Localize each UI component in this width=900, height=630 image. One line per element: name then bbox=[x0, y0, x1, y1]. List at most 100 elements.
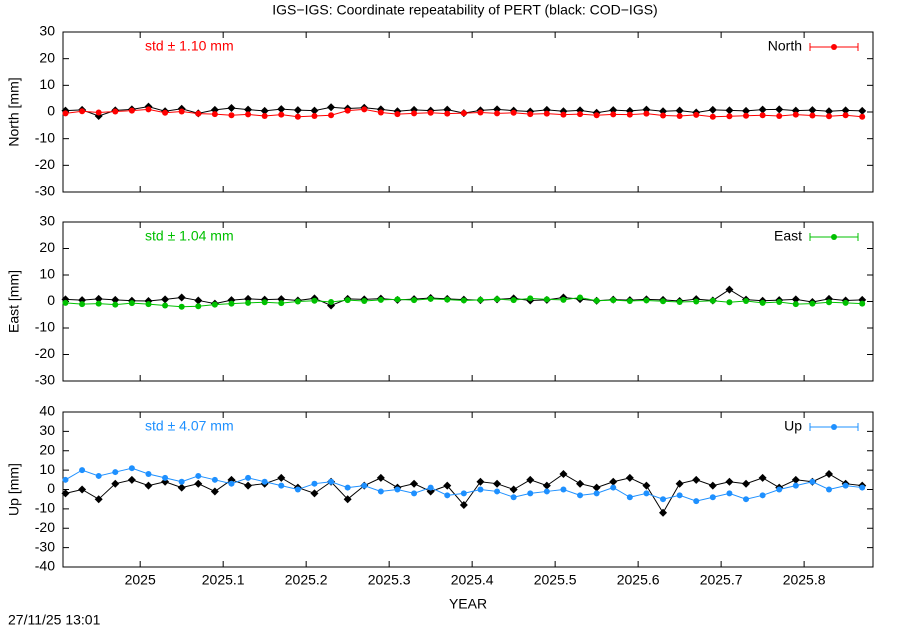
y-axis-title: Up [mm] bbox=[6, 463, 22, 516]
y-tick-label: 0 bbox=[47, 480, 55, 496]
point bbox=[195, 472, 202, 479]
point bbox=[560, 111, 567, 118]
point bbox=[643, 110, 650, 117]
point bbox=[178, 108, 185, 115]
y-tick-label: -10 bbox=[35, 129, 55, 145]
y-tick-label: 0 bbox=[47, 292, 55, 308]
point bbox=[228, 300, 235, 307]
point bbox=[510, 297, 517, 304]
x-tick-label: 2025 bbox=[125, 572, 156, 588]
point bbox=[642, 481, 651, 490]
point bbox=[344, 297, 351, 304]
point bbox=[592, 483, 601, 492]
y-tick-label: 30 bbox=[39, 213, 55, 229]
point bbox=[543, 110, 550, 117]
y-tick-label: 20 bbox=[39, 239, 55, 255]
point bbox=[725, 285, 734, 294]
point bbox=[443, 481, 452, 490]
point bbox=[245, 111, 252, 118]
point bbox=[693, 298, 700, 305]
point bbox=[676, 492, 683, 499]
point bbox=[311, 297, 318, 304]
point bbox=[625, 473, 634, 482]
point bbox=[826, 113, 833, 120]
point bbox=[427, 109, 434, 116]
point bbox=[245, 474, 252, 481]
point bbox=[825, 470, 834, 478]
point bbox=[294, 113, 301, 120]
point bbox=[79, 467, 86, 474]
point bbox=[79, 108, 86, 115]
point bbox=[477, 486, 484, 493]
point bbox=[577, 294, 584, 301]
legend-label: North bbox=[768, 38, 802, 54]
point bbox=[311, 113, 318, 119]
point bbox=[127, 475, 136, 484]
y-tick-label: -20 bbox=[35, 156, 55, 172]
y-tick-label: -30 bbox=[35, 538, 55, 554]
point bbox=[610, 297, 617, 304]
point bbox=[111, 295, 120, 304]
point bbox=[527, 295, 534, 302]
point bbox=[194, 479, 203, 488]
point bbox=[178, 478, 185, 485]
point bbox=[278, 482, 285, 489]
point bbox=[593, 297, 600, 304]
y-tick-label: 30 bbox=[39, 422, 55, 438]
point bbox=[494, 296, 501, 303]
point bbox=[161, 295, 170, 304]
point bbox=[494, 110, 501, 117]
point bbox=[311, 480, 318, 487]
y-tick-label: -10 bbox=[35, 500, 55, 516]
point bbox=[145, 106, 152, 113]
point bbox=[743, 297, 750, 304]
point bbox=[343, 495, 352, 504]
point bbox=[310, 489, 319, 498]
point bbox=[726, 299, 733, 306]
point bbox=[842, 482, 849, 489]
point bbox=[792, 482, 799, 489]
point bbox=[692, 475, 701, 484]
point bbox=[610, 111, 617, 118]
point bbox=[95, 472, 102, 479]
point bbox=[494, 488, 501, 495]
point bbox=[410, 479, 419, 488]
point bbox=[177, 293, 186, 302]
y-tick-label: -40 bbox=[35, 558, 55, 574]
x-tick-label: 2025.4 bbox=[451, 572, 494, 588]
point bbox=[659, 508, 668, 517]
point bbox=[361, 106, 368, 113]
point bbox=[759, 112, 766, 119]
point bbox=[62, 476, 69, 483]
point bbox=[759, 492, 766, 499]
point bbox=[344, 484, 351, 491]
y-tick-label: 20 bbox=[39, 49, 55, 65]
point bbox=[543, 296, 550, 303]
point bbox=[411, 110, 418, 117]
point bbox=[708, 481, 717, 490]
point bbox=[194, 296, 203, 305]
point bbox=[62, 299, 69, 306]
point bbox=[328, 299, 335, 306]
point bbox=[859, 113, 866, 120]
point bbox=[676, 299, 683, 306]
y-axis-title: East [mm] bbox=[6, 270, 22, 333]
point bbox=[277, 105, 286, 114]
point bbox=[62, 110, 69, 117]
point bbox=[643, 490, 650, 497]
point bbox=[277, 473, 286, 482]
point bbox=[244, 105, 253, 114]
point bbox=[427, 295, 434, 302]
point bbox=[195, 110, 202, 117]
point bbox=[791, 295, 800, 304]
point bbox=[743, 112, 750, 119]
point bbox=[510, 109, 517, 116]
point bbox=[178, 303, 185, 310]
point bbox=[210, 105, 219, 114]
point bbox=[660, 298, 667, 305]
legend-marker bbox=[831, 44, 837, 50]
point bbox=[195, 303, 202, 310]
point bbox=[210, 487, 219, 496]
y-tick-label: 0 bbox=[47, 103, 55, 119]
point bbox=[609, 477, 618, 486]
